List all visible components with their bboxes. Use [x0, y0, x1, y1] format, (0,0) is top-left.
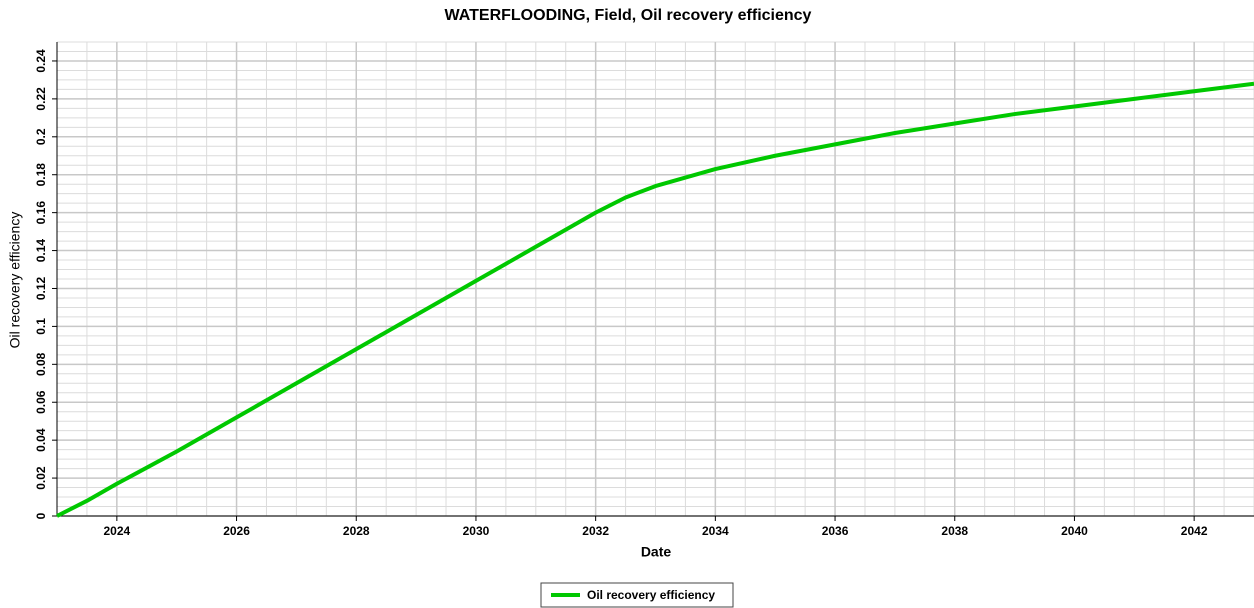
- y-tick-label: 0.1: [34, 318, 48, 335]
- x-tick-label: 2038: [941, 524, 968, 538]
- x-tick-label: 2024: [103, 524, 130, 538]
- x-tick-label: 2032: [582, 524, 609, 538]
- x-tick-label: 2026: [223, 524, 250, 538]
- y-axis-label: Oil recovery efficiency: [7, 212, 23, 349]
- y-tick-label: 0.12: [34, 276, 48, 300]
- y-tick-label: 0.2: [34, 128, 48, 145]
- x-tick-label: 2042: [1181, 524, 1208, 538]
- y-tick-label: 0.04: [34, 428, 48, 452]
- x-axis-label: Date: [641, 544, 672, 560]
- legend-label: Oil recovery efficiency: [587, 588, 715, 602]
- y-tick-label: 0.06: [34, 390, 48, 414]
- x-tick-label: 2030: [463, 524, 490, 538]
- x-tick-label: 2028: [343, 524, 370, 538]
- y-tick-label: 0: [34, 512, 48, 519]
- y-tick-label: 0.14: [34, 239, 48, 263]
- y-tick-label: 0.22: [34, 87, 48, 111]
- y-tick-label: 0.08: [34, 352, 48, 376]
- chart-title: WATERFLOODING, Field, Oil recovery effic…: [445, 7, 812, 24]
- y-tick-label: 0.18: [34, 163, 48, 187]
- x-tick-label: 2036: [822, 524, 849, 538]
- y-tick-label: 0.02: [34, 466, 48, 490]
- y-tick-label: 0.16: [34, 201, 48, 225]
- data-line: [56, 81, 1254, 518]
- y-tick-label: 0.24: [34, 49, 48, 73]
- x-tick-label: 2034: [702, 524, 729, 538]
- x-tick-label: 2040: [1061, 524, 1088, 538]
